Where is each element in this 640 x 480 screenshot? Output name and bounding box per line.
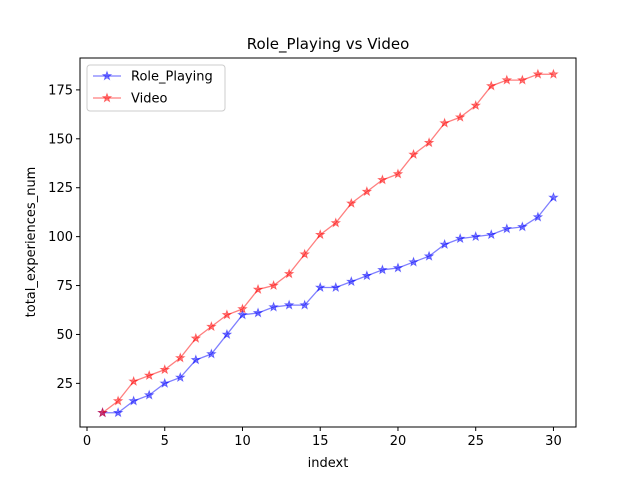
x-tick-label: 0 — [83, 434, 91, 449]
axes-frame — [79, 57, 577, 428]
data-point-video — [454, 111, 466, 122]
data-point-role-playing — [299, 299, 310, 310]
data-point-role-playing — [237, 309, 248, 320]
data-point-video — [237, 303, 248, 314]
y-tick-label: 100 — [48, 230, 73, 245]
chart-title: Role_Playing vs Video — [247, 35, 410, 54]
data-point-video — [423, 137, 435, 148]
x-axis-label: indext — [308, 456, 349, 471]
data-point-role-playing — [252, 307, 264, 318]
data-point-role-playing — [283, 299, 295, 310]
data-point-video — [517, 74, 528, 85]
data-point-role-playing — [330, 281, 342, 293]
data-point-role-playing — [206, 348, 217, 359]
data-point-role-playing — [174, 371, 186, 383]
data-point-video — [283, 268, 295, 279]
data-point-video — [128, 375, 139, 386]
data-point-video — [377, 174, 388, 185]
legend-entry-video: Video — [93, 92, 167, 107]
plot-area — [97, 68, 559, 418]
data-point-role-playing — [143, 389, 155, 400]
y-axis-ticks: 25 50 75 100 125 150 175 — [48, 83, 80, 392]
data-point-role-playing — [361, 270, 373, 281]
data-point-video — [532, 68, 544, 79]
data-point-video — [548, 68, 559, 79]
data-point-role-playing — [377, 264, 388, 275]
data-point-video — [361, 186, 373, 197]
x-tick-label: 5 — [161, 434, 169, 449]
data-point-video — [174, 352, 186, 363]
data-point-role-playing — [268, 301, 279, 312]
series-video — [97, 68, 559, 418]
y-tick-label: 150 — [48, 132, 73, 147]
data-point-video — [392, 168, 404, 179]
data-point-video — [439, 117, 450, 128]
x-tick-label: 25 — [467, 434, 484, 449]
series-line-video — [102, 73, 554, 414]
legend-label-role-playing: Role_Playing — [131, 70, 213, 85]
data-point-video — [408, 148, 419, 159]
x-tick-label: 10 — [234, 434, 251, 449]
data-point-role-playing — [485, 229, 497, 240]
x-tick-label: 20 — [390, 434, 407, 449]
data-point-role-playing — [112, 407, 124, 418]
x-axis-ticks: 0 5 10 15 20 25 30 — [83, 427, 562, 449]
data-point-role-playing — [439, 238, 450, 249]
data-point-role-playing — [517, 221, 528, 232]
legend-box — [86, 64, 226, 112]
data-point-role-playing — [423, 250, 435, 261]
data-point-video — [314, 229, 326, 240]
data-point-role-playing — [314, 281, 326, 293]
x-tick-label: 30 — [545, 434, 562, 449]
data-point-video — [268, 279, 279, 291]
data-point-role-playing — [190, 354, 202, 365]
data-point-role-playing — [408, 256, 419, 267]
data-point-role-playing — [548, 191, 559, 203]
data-point-role-playing — [159, 377, 171, 388]
data-point-video — [159, 364, 171, 375]
data-point-role-playing — [532, 211, 544, 222]
y-tick-label: 50 — [56, 328, 73, 343]
data-point-role-playing — [470, 231, 482, 242]
data-point-role-playing — [454, 233, 466, 244]
data-point-video — [97, 407, 108, 418]
legend-marker-role-playing — [101, 70, 113, 81]
data-point-role-playing — [392, 262, 404, 273]
legend: Role_Playing Video — [86, 64, 226, 112]
data-point-video — [346, 197, 357, 208]
y-axis-label: total_experiences_num — [24, 167, 39, 318]
data-point-video — [190, 332, 202, 343]
legend-entry-role-playing: Role_Playing — [93, 70, 213, 85]
data-point-video — [501, 74, 513, 85]
x-tick-label: 15 — [312, 434, 329, 449]
legend-label-video: Video — [131, 92, 167, 107]
y-tick-label: 75 — [56, 279, 73, 294]
data-point-video — [112, 395, 124, 406]
data-point-video — [221, 309, 233, 320]
data-point-video — [206, 321, 217, 332]
legend-marker-video — [101, 92, 113, 103]
data-point-role-playing — [221, 328, 233, 339]
y-tick-label: 125 — [48, 181, 73, 196]
data-point-role-playing — [128, 395, 139, 406]
data-point-video — [143, 369, 155, 381]
data-point-video — [470, 99, 482, 111]
data-point-video — [299, 248, 310, 259]
data-point-video — [330, 217, 342, 228]
data-point-video — [485, 80, 497, 91]
data-point-role-playing — [501, 223, 513, 234]
data-point-video — [252, 283, 264, 294]
y-tick-label: 175 — [48, 83, 73, 98]
data-point-role-playing — [346, 276, 357, 287]
y-tick-label: 25 — [56, 377, 73, 392]
